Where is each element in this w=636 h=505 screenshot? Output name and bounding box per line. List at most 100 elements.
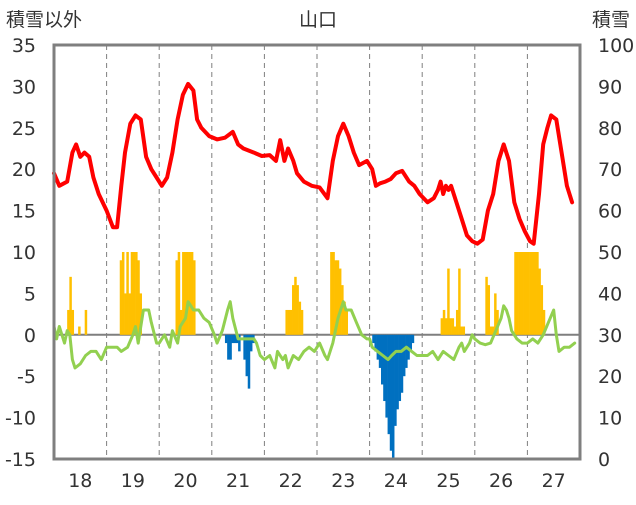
- bar-positive: [188, 252, 192, 335]
- bar-positive: [343, 301, 346, 335]
- bar-negative: [376, 334, 380, 360]
- bar-positive: [462, 326, 466, 335]
- x-tick: 22: [279, 470, 303, 492]
- axis-labels: 山口 積雪以外 積雪: [6, 9, 630, 31]
- bar-positive: [518, 252, 522, 335]
- x-tick: 27: [542, 470, 566, 492]
- bar-positive: [124, 293, 127, 335]
- bar-negative: [391, 334, 395, 459]
- x-tick: 26: [489, 470, 513, 492]
- bar-positive: [542, 309, 546, 335]
- bar-negative: [227, 334, 230, 360]
- y-tick-left: -15: [5, 449, 36, 471]
- y-tick-right: 50: [598, 242, 622, 264]
- bar-positive: [529, 252, 533, 335]
- y-tick-right: 10: [598, 408, 622, 430]
- bar-positive: [193, 260, 196, 335]
- y-tick-left: 15: [12, 201, 36, 223]
- bar-positive: [67, 309, 70, 335]
- bar-positive: [71, 309, 75, 335]
- bar-negative: [387, 334, 391, 435]
- bar-positive: [84, 309, 88, 335]
- bar-positive: [538, 268, 541, 335]
- bar-positive: [460, 326, 463, 335]
- x-tick: 18: [68, 470, 92, 492]
- bar-positive: [440, 318, 444, 335]
- bar-positive: [523, 252, 526, 335]
- y-tick-right: 40: [598, 283, 622, 305]
- y-tick-left: 10: [12, 242, 36, 264]
- y-tick-right: 80: [598, 118, 622, 140]
- y-tick-left: -5: [17, 366, 36, 388]
- bar-positive: [130, 252, 134, 335]
- bar-negative: [385, 334, 388, 418]
- bar-positive: [285, 309, 288, 335]
- bar-negative: [231, 334, 235, 344]
- y-tick-left: 35: [12, 35, 36, 57]
- y-tick-left: 25: [12, 118, 36, 140]
- bar-negative: [374, 334, 377, 352]
- bar-negative: [381, 334, 384, 385]
- bar-negative: [229, 334, 232, 360]
- bar-positive: [184, 252, 187, 335]
- bar-positive: [132, 252, 136, 335]
- bar-positive: [444, 318, 448, 335]
- bar-negative: [243, 334, 246, 360]
- bar-positive: [458, 268, 461, 335]
- bar-positive: [294, 276, 297, 335]
- bar-positive: [177, 252, 181, 335]
- bar-positive: [128, 293, 132, 335]
- tick-labels: -15 -10 -5 0 5 10 15 20 25 30 35 0 10 20 30 40 50 60 70 80 9…: [5, 35, 634, 492]
- bar-positive: [338, 268, 342, 335]
- bar-positive: [135, 252, 138, 335]
- bar-negative: [409, 334, 413, 352]
- bar-positive: [300, 309, 304, 335]
- x-tick: 19: [121, 470, 145, 492]
- bar-positive: [451, 318, 455, 335]
- right-axis-label: 積雪: [592, 9, 630, 31]
- x-tick: 23: [331, 470, 355, 492]
- y-tick-left: 5: [24, 283, 36, 305]
- bar-positive: [139, 293, 142, 335]
- bar-positive: [175, 260, 178, 335]
- bar-negative: [224, 334, 228, 344]
- y-tick-left: 20: [12, 159, 36, 181]
- y-tick-right: 60: [598, 201, 622, 223]
- bar-negative: [372, 334, 375, 344]
- bar-negative: [378, 334, 382, 368]
- x-tick: 20: [173, 470, 197, 492]
- bar-negative: [402, 334, 406, 377]
- bar-positive: [496, 309, 499, 335]
- bar-negative: [411, 334, 415, 344]
- bar-positive: [442, 309, 446, 335]
- bar-negative: [247, 334, 251, 389]
- bar-positive: [289, 309, 293, 335]
- bar-positive: [78, 326, 81, 335]
- bar-positive: [516, 252, 519, 335]
- y-tick-left: 30: [12, 76, 36, 98]
- bar-positive: [531, 252, 535, 335]
- bar-negative: [233, 334, 237, 344]
- x-tick: 24: [384, 470, 408, 492]
- y-tick-right: 70: [598, 159, 622, 181]
- bar-positive: [332, 252, 335, 335]
- bar-negative: [383, 334, 386, 402]
- bar-positive: [514, 252, 517, 335]
- bar-positive: [491, 326, 495, 335]
- y-tick-right: 30: [598, 325, 622, 347]
- y-tick-right: 100: [598, 35, 634, 57]
- bar-positive: [455, 309, 459, 335]
- bar-positive: [126, 252, 129, 335]
- bar-positive: [345, 309, 348, 335]
- line-series: [52, 81, 577, 370]
- left-axis-label: 積雪以外: [6, 9, 82, 31]
- x-tick: 21: [226, 470, 250, 492]
- bar-positive: [292, 285, 295, 335]
- bar-positive: [525, 252, 528, 335]
- bar-positive: [334, 260, 338, 335]
- bar-positive: [487, 285, 491, 335]
- chart-title: 山口: [299, 9, 337, 31]
- bar-positive: [447, 268, 450, 335]
- bar-positive: [137, 260, 140, 335]
